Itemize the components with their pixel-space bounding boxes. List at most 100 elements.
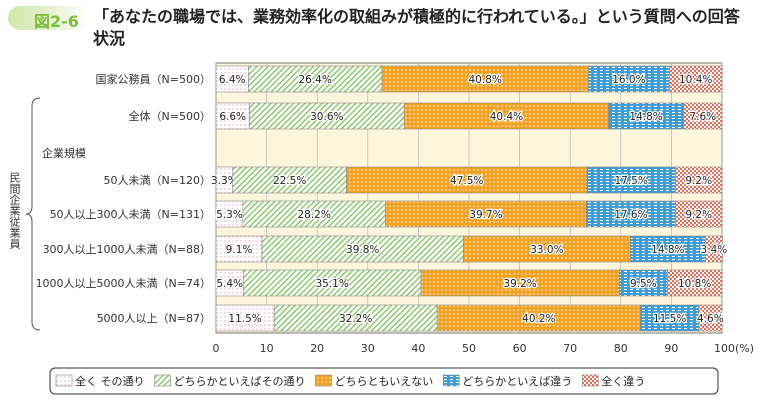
data-label: 17.5% <box>614 175 647 187</box>
data-label: 35.1% <box>315 278 348 290</box>
data-label: 14.8% <box>651 244 684 256</box>
data-label: 17.6% <box>614 209 647 221</box>
data-label: 6.4% <box>219 74 246 86</box>
x-tick-label: 60 <box>513 342 527 355</box>
bar-segment <box>667 269 723 297</box>
group-bracket <box>25 97 41 331</box>
bar-segment <box>215 304 275 332</box>
data-label: 4.6% <box>697 313 724 325</box>
data-label: 30.6% <box>310 111 343 123</box>
data-label: 39.8% <box>346 244 379 256</box>
data-label: 39.7% <box>469 209 502 221</box>
legend-swatch <box>55 374 73 387</box>
category-label: 50人未満（N=120） <box>104 174 211 187</box>
bar-segment <box>630 235 706 263</box>
data-label: 11.5% <box>653 313 686 325</box>
bar-segment <box>669 65 723 93</box>
bar-segment <box>675 166 723 194</box>
x-tick-label: 30 <box>361 342 375 355</box>
category-label: 300人以上1000人未満（N=88） <box>43 243 211 256</box>
data-label: 40.4% <box>490 111 523 123</box>
data-label: 3.3% <box>211 175 238 187</box>
bar-segment <box>243 269 422 297</box>
legend-label: 全く違う <box>601 374 645 388</box>
x-tick-label: 90 <box>664 342 678 355</box>
data-label: 14.8% <box>629 111 662 123</box>
bar-segment <box>436 304 641 332</box>
data-label: 5.3% <box>216 209 243 221</box>
legend-swatch <box>315 374 332 387</box>
category-label: 1000人以上5000人未満（N=74） <box>36 277 211 290</box>
data-label: 10.4% <box>679 74 712 86</box>
bar-segment <box>273 304 438 332</box>
data-label: 3.4% <box>701 244 728 256</box>
legend-label: 全く その通り <box>75 374 145 388</box>
data-label: 7.6% <box>689 111 716 123</box>
bar-segment <box>586 166 676 194</box>
bar-segment <box>232 166 347 194</box>
bar-segment <box>683 102 723 130</box>
x-tick-label: 70 <box>563 342 577 355</box>
x-tick-label: 100(%) <box>714 342 754 355</box>
data-label: 40.2% <box>522 313 555 325</box>
x-tick-label: 0 <box>213 342 220 355</box>
x-tick-label: 50 <box>462 342 476 355</box>
chart-title: 「あなたの職場では、業務効率化の取組みが積極的に行われている。」という質問への回… <box>93 7 740 48</box>
data-label: 6.6% <box>219 111 246 123</box>
category-label: 全体（N=500） <box>129 109 211 123</box>
data-label: 40.8% <box>469 74 502 86</box>
data-label: 10.8% <box>678 278 711 290</box>
data-label: 39.2% <box>503 278 536 290</box>
subheading: 企業規模 <box>42 146 86 160</box>
legend-label: どちらともいえない <box>335 375 434 388</box>
x-tick-label: 20 <box>310 342 324 355</box>
bar-segment <box>698 304 723 332</box>
category-label: 5000人以上（N=87） <box>97 312 211 325</box>
data-label: 9.2% <box>685 209 712 221</box>
data-label: 9.5% <box>630 278 657 290</box>
bar-segment <box>248 65 383 93</box>
bar-segment <box>385 200 587 228</box>
legend <box>49 367 719 395</box>
bar-segment <box>215 65 249 93</box>
bar-segment <box>618 269 668 297</box>
category-label: 50人以上300人未満（N=131） <box>50 208 211 221</box>
x-tick-label: 80 <box>614 342 628 355</box>
legend-label: どちらかといえばその通り <box>174 375 306 388</box>
bar-segment <box>381 65 589 93</box>
bar-segment <box>403 102 609 130</box>
bar-segment <box>640 304 700 332</box>
bar-segment <box>242 200 386 228</box>
bar-segment <box>705 235 723 263</box>
data-label: 33.0% <box>530 244 563 256</box>
bar-segment <box>249 102 405 130</box>
figure-number: 図2-6 <box>34 12 79 31</box>
category-label: 国家公務員（N=500） <box>96 72 211 86</box>
bar-segment <box>261 235 464 263</box>
data-label: 9.2% <box>685 175 712 187</box>
data-label: 16.0% <box>612 74 645 86</box>
data-label: 22.5% <box>273 175 306 187</box>
bar-segment <box>675 200 723 228</box>
bar-segment <box>215 269 244 297</box>
data-label: 47.5% <box>450 175 483 187</box>
data-label: 11.5% <box>228 313 261 325</box>
data-label: 26.4% <box>298 74 331 86</box>
figure-number-badge: 図2-6 <box>8 6 88 31</box>
bar-segment <box>463 235 631 263</box>
legend-swatch <box>442 374 460 387</box>
data-label: 5.4% <box>216 278 243 290</box>
bar-segment <box>215 102 250 130</box>
bar-segment <box>346 166 588 194</box>
bar-segment <box>608 102 684 130</box>
data-label: 9.1% <box>226 244 253 256</box>
legend-swatch <box>154 374 171 387</box>
legend-label: どちらかといえば違う <box>462 375 572 388</box>
x-tick-label: 40 <box>411 342 425 355</box>
legend-swatch <box>581 374 599 387</box>
data-label: 28.2% <box>297 209 330 221</box>
bar-segment <box>586 200 676 228</box>
x-tick-label: 10 <box>260 342 274 355</box>
